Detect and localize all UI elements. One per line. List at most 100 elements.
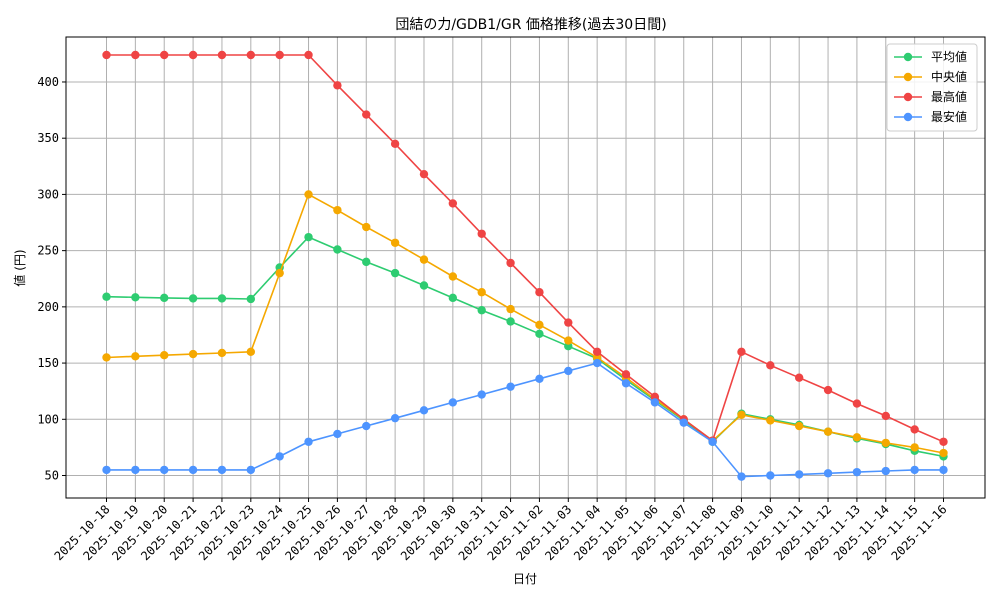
data-point <box>419 406 429 415</box>
data-point <box>881 411 890 421</box>
series-0 <box>102 232 948 461</box>
series-line <box>106 362 944 478</box>
data-point <box>621 379 631 388</box>
data-point <box>506 258 515 268</box>
data-point <box>188 294 198 303</box>
data-point <box>333 205 342 215</box>
legend-label: 最安値 <box>931 109 967 124</box>
legend-item: 最高値 <box>894 89 967 104</box>
x-axis: 2025-10-182025-10-192025-10-202025-10-21… <box>52 498 950 563</box>
data-point <box>592 347 602 357</box>
data-point <box>737 472 746 481</box>
data-point <box>304 232 313 242</box>
data-point <box>160 465 169 475</box>
legend-label: 平均値 <box>931 49 967 64</box>
data-point <box>217 50 227 60</box>
data-point <box>592 358 602 368</box>
data-point <box>390 238 400 247</box>
data-point <box>448 272 458 281</box>
data-point <box>160 293 169 303</box>
data-point <box>650 398 660 407</box>
data-point <box>188 349 198 359</box>
series-line <box>106 54 944 443</box>
series-line <box>106 236 944 458</box>
data-point <box>794 470 804 479</box>
data-point <box>823 385 833 395</box>
y-tick-label: 100 <box>37 412 59 426</box>
data-point <box>564 336 573 345</box>
data-point <box>535 288 544 297</box>
data-point <box>737 410 746 419</box>
y-tick-label: 150 <box>37 356 59 370</box>
x-axis-label: 日付 <box>513 572 537 586</box>
data-point <box>275 50 284 60</box>
data-point <box>794 421 804 431</box>
data-point <box>708 437 717 446</box>
y-tick-label: 200 <box>37 300 59 314</box>
y-tick-label: 250 <box>37 244 59 258</box>
chart-title: 団結の力/GDB1/GR 価格推移(過去30日間) <box>395 17 666 33</box>
data-point <box>246 347 256 357</box>
data-point <box>535 374 544 384</box>
data-point <box>794 373 804 382</box>
legend-swatch-marker <box>903 72 913 82</box>
data-point <box>362 222 371 232</box>
data-point <box>823 427 833 436</box>
data-point <box>102 50 111 60</box>
legend-item: 中央値 <box>894 69 967 84</box>
data-point <box>766 361 775 370</box>
data-point <box>535 329 544 339</box>
data-point <box>939 437 948 446</box>
series <box>102 50 948 481</box>
data-point <box>188 465 198 475</box>
legend-swatch-marker <box>903 92 913 102</box>
data-point <box>852 467 862 477</box>
data-point <box>448 398 458 407</box>
data-point <box>823 469 833 478</box>
data-point <box>477 288 486 297</box>
data-point <box>852 433 862 442</box>
data-point <box>160 351 169 360</box>
data-point <box>881 466 890 476</box>
data-point <box>362 110 371 119</box>
legend-item: 最安値 <box>894 109 967 124</box>
data-point <box>102 292 111 301</box>
data-point <box>362 257 371 267</box>
data-point <box>910 425 919 434</box>
series-line <box>106 193 944 454</box>
data-point <box>333 429 342 439</box>
data-point <box>217 294 227 303</box>
legend-swatch-marker <box>903 112 913 122</box>
y-axis-label: 値 (円) <box>12 249 27 286</box>
data-point <box>939 465 948 475</box>
series-3 <box>102 358 948 481</box>
data-point <box>160 50 169 60</box>
data-point <box>217 465 227 475</box>
data-point <box>304 50 313 60</box>
data-point <box>304 437 313 446</box>
data-point <box>535 320 544 330</box>
data-point <box>390 268 400 278</box>
data-point <box>766 416 775 425</box>
data-point <box>910 443 919 452</box>
data-point <box>246 50 256 60</box>
legend-label: 中央値 <box>931 69 967 84</box>
data-point <box>188 50 198 60</box>
data-point <box>506 382 515 391</box>
y-tick-label: 50 <box>45 469 59 483</box>
y-tick-label: 350 <box>37 131 59 145</box>
plot-area <box>65 36 986 499</box>
data-point <box>506 317 515 326</box>
series-2 <box>102 50 948 446</box>
grid <box>66 37 985 498</box>
data-point <box>131 465 140 475</box>
data-point <box>333 245 342 254</box>
data-point <box>621 370 631 379</box>
data-point <box>102 353 111 362</box>
data-point <box>419 169 429 179</box>
data-point <box>246 465 256 475</box>
data-point <box>131 352 140 361</box>
data-point <box>304 190 313 199</box>
